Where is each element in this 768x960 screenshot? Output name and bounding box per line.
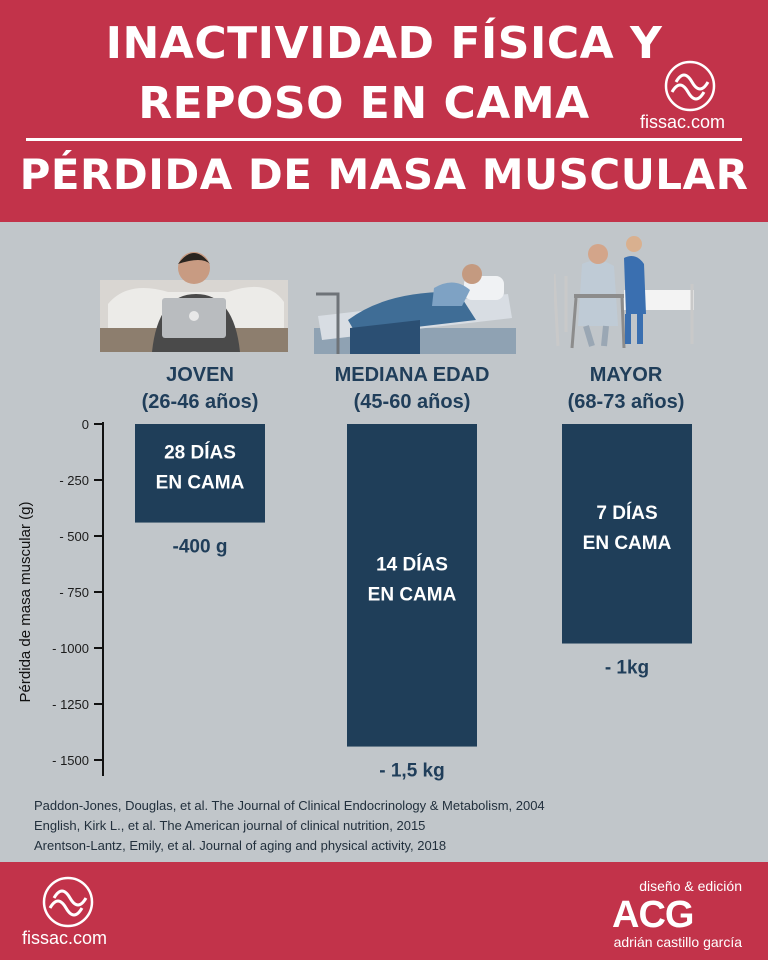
older-person-walker-image — [554, 236, 694, 349]
bar-inner-label: EN CAMA — [583, 533, 672, 554]
footer-banner: fissac.com diseño & edición ACG adrián c… — [0, 862, 768, 960]
bar — [347, 424, 477, 747]
y-axis-title: Pérdida de masa muscular (g) — [17, 502, 34, 703]
category-range: (68-73 años) — [567, 391, 685, 413]
bar-inner-label: EN CAMA — [156, 472, 245, 493]
bar-value-label: -400 g — [173, 537, 228, 558]
category-name: JOVEN — [166, 364, 234, 386]
category-label-mayor: MAYOR (68-73 años) — [536, 362, 716, 416]
category-range: (26-46 años) — [141, 391, 259, 413]
fissac-logo-icon — [664, 60, 716, 112]
site-label-top: fissac.com — [640, 112, 726, 132]
y-tick-label: - 500 — [59, 529, 89, 544]
category-range: (45-60 años) — [353, 391, 471, 413]
y-tick-label: 0 — [82, 417, 89, 432]
bar-value-label: - 1,5 kg — [379, 761, 444, 782]
title-line-2: REPOSO EN CAMA — [138, 78, 590, 129]
category-label-mediana-edad: MEDIANA EDAD (45-60 años) — [312, 362, 512, 416]
bar — [135, 424, 265, 523]
acg-logo: ACG — [612, 894, 694, 936]
y-tick-label: - 1500 — [52, 753, 89, 768]
bar-inner-label: 28 DÍAS — [164, 441, 236, 463]
reference-item: English, Kirk L., et al. The American jo… — [34, 818, 426, 833]
bar — [562, 424, 692, 644]
bar-value-label: - 1kg — [605, 658, 649, 679]
muscle-loss-bar-chart: 0 - 250 - 500 - 750 - 1000 - 1250 - 1500 Pérdid… — [17, 417, 692, 782]
y-tick-label: - 1250 — [52, 697, 89, 712]
y-tick-label: - 750 — [59, 585, 89, 600]
bar-inner-label: EN CAMA — [368, 584, 457, 605]
fissac-logo-icon — [42, 876, 94, 928]
reference-item: Arentson-Lantz, Emily, et al. Journal of… — [34, 838, 447, 853]
credit-design-label: diseño & edición — [639, 878, 742, 894]
header-divider — [26, 138, 742, 141]
title-line-1: INACTIVIDAD FÍSICA Y — [105, 18, 663, 69]
credit-author-name: adrián castillo garcía — [613, 934, 742, 950]
references: Paddon-Jones, Douglas, et al. The Journa… — [34, 796, 545, 856]
reference-item: Paddon-Jones, Douglas, et al. The Journa… — [34, 798, 545, 813]
y-tick-label: - 1000 — [52, 641, 89, 656]
bar-inner-label: 14 DÍAS — [376, 553, 448, 575]
middle-age-hospital-bed-image — [314, 264, 516, 354]
young-person-laptop-image — [100, 252, 288, 352]
subtitle: PÉRDIDA DE MASA MUSCULAR — [19, 150, 749, 199]
category-label-joven: JOVEN (26-46 años) — [110, 362, 290, 416]
site-label-bottom: fissac.com — [22, 928, 108, 948]
bar-inner-label: 7 DÍAS — [596, 502, 657, 524]
category-name: MAYOR — [589, 364, 663, 386]
y-tick-label: - 250 — [59, 473, 89, 488]
category-name: MEDIANA EDAD — [334, 364, 490, 386]
header-banner: INACTIVIDAD FÍSICA Y REPOSO EN CAMA PÉRD… — [0, 0, 768, 222]
